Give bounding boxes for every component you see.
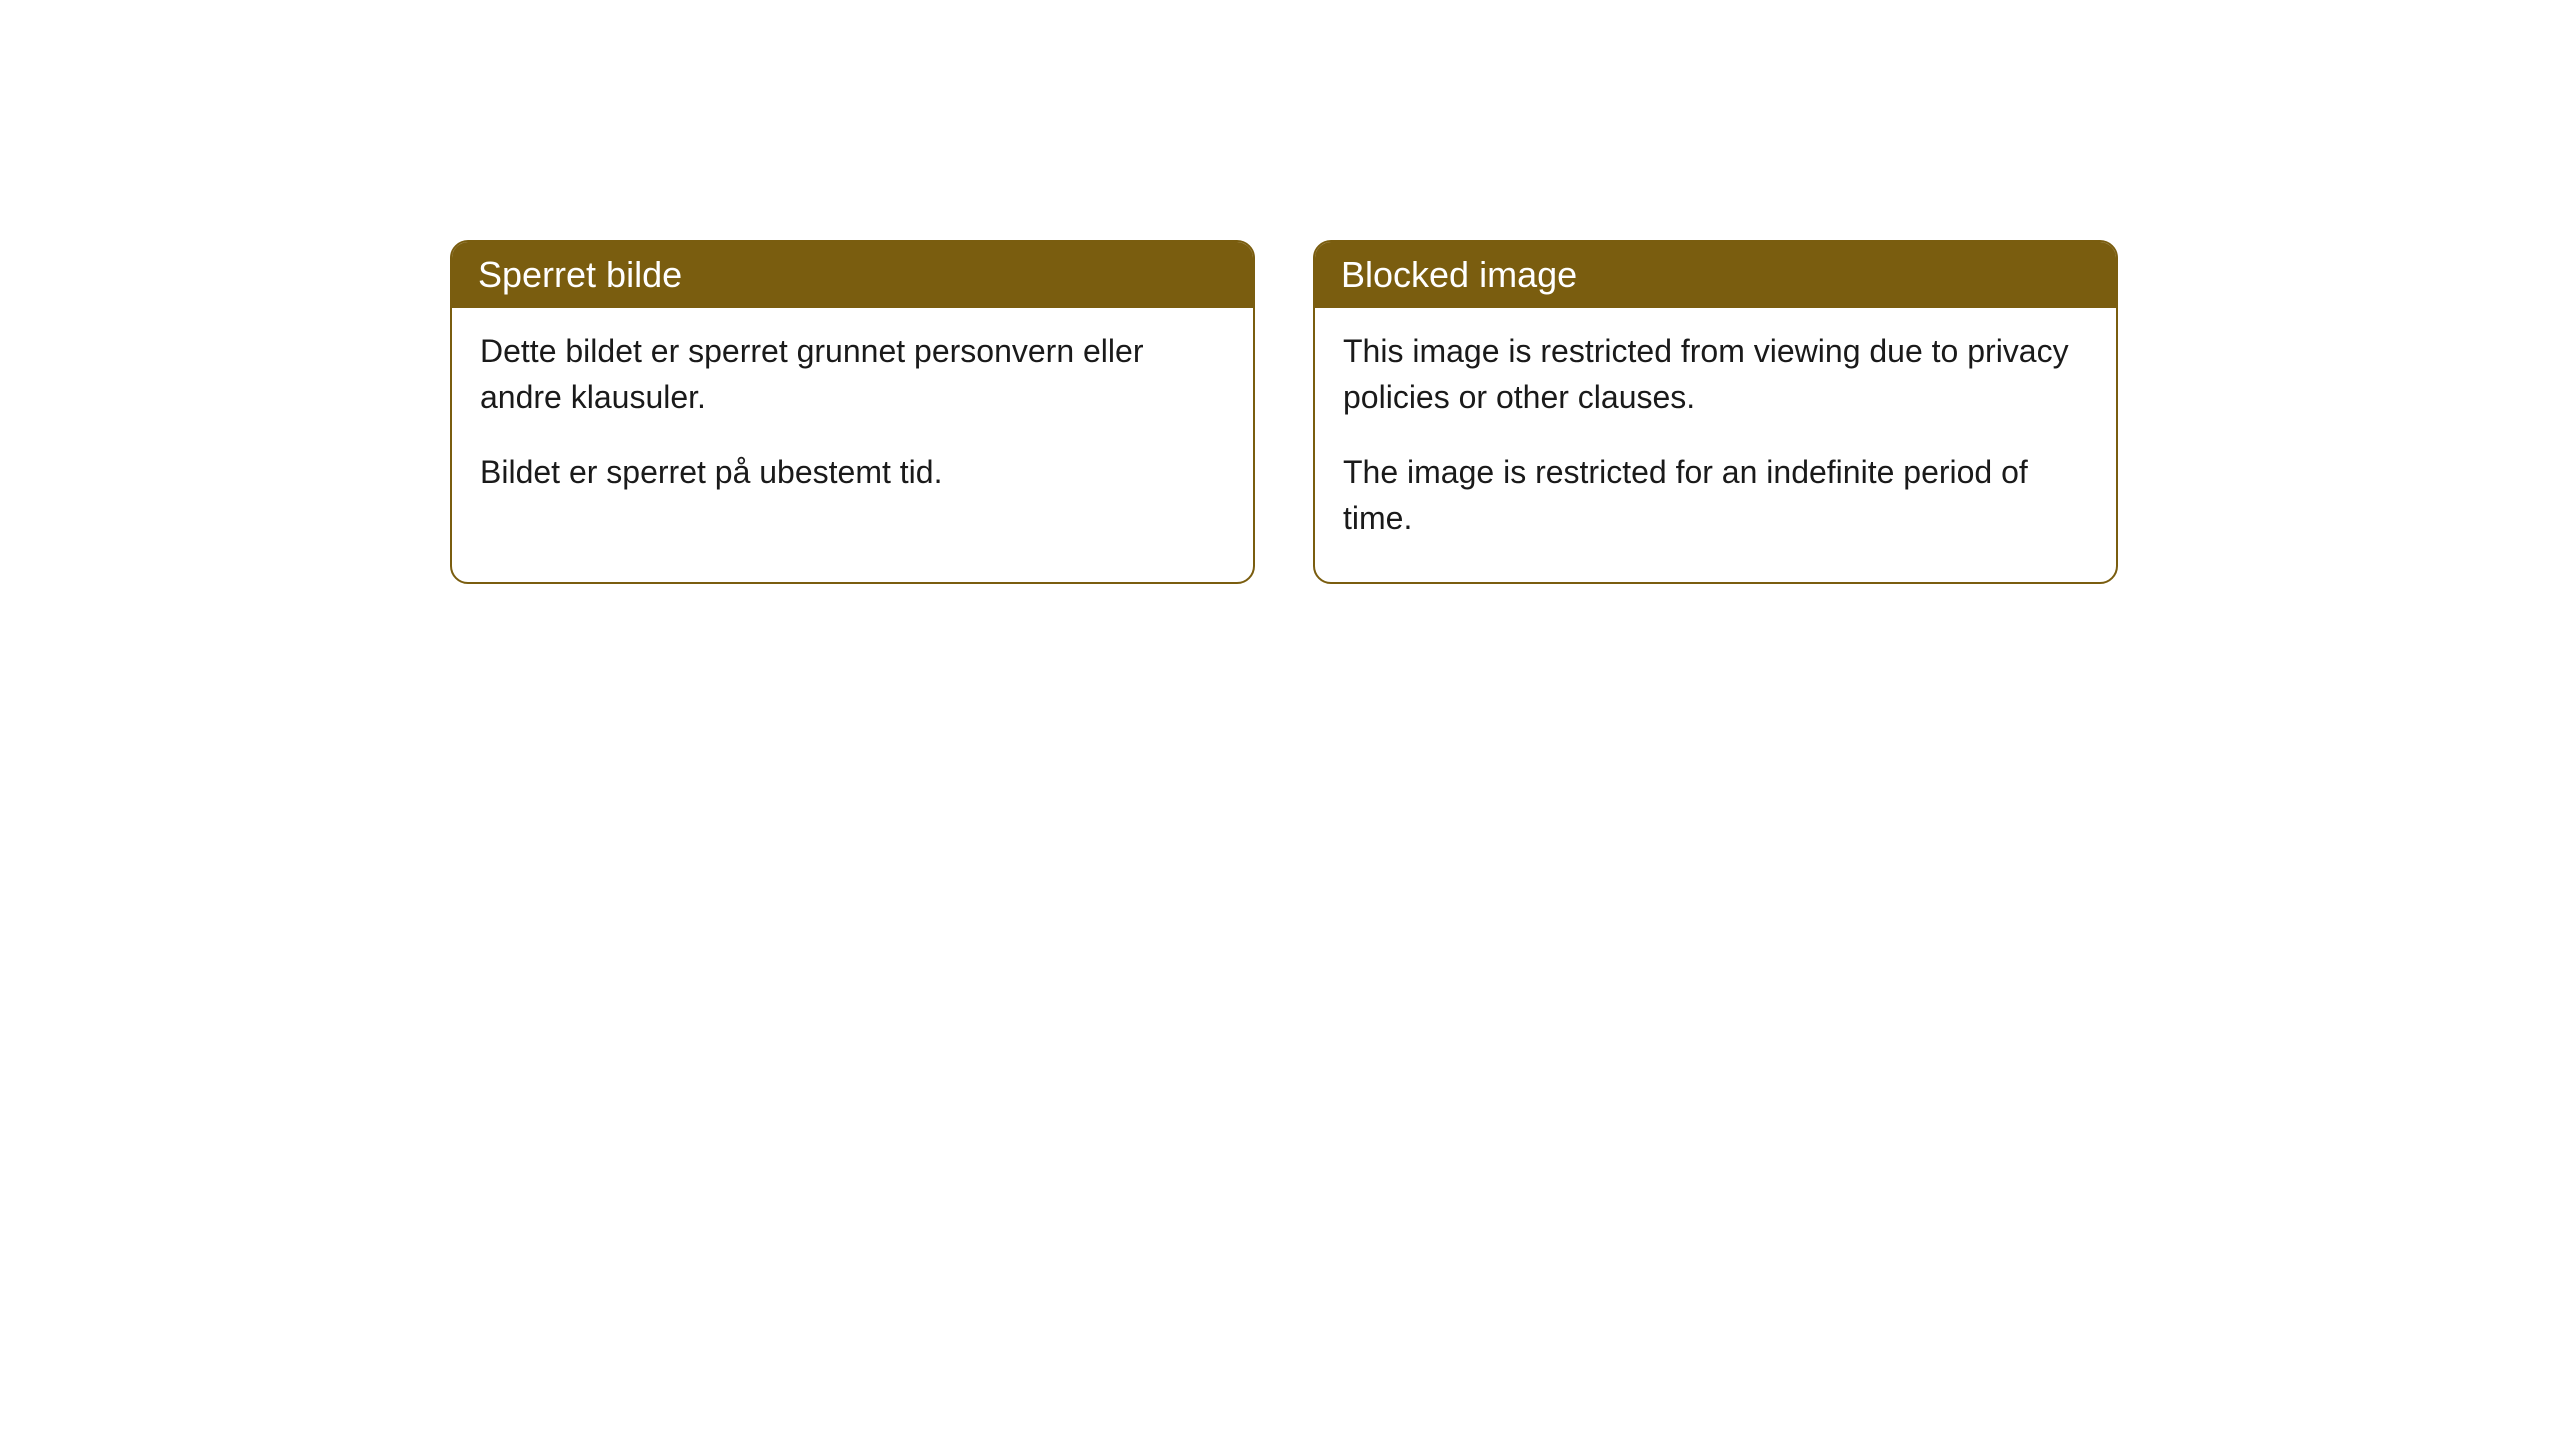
card-paragraph: Dette bildet er sperret grunnet personve… xyxy=(480,328,1225,421)
card-title: Blocked image xyxy=(1341,254,1577,295)
blocked-image-card-en: Blocked image This image is restricted f… xyxy=(1313,240,2118,584)
notice-cards-container: Sperret bilde Dette bildet er sperret gr… xyxy=(450,240,2560,584)
card-paragraph: This image is restricted from viewing du… xyxy=(1343,328,2088,421)
card-header: Blocked image xyxy=(1315,242,2116,308)
card-header: Sperret bilde xyxy=(452,242,1253,308)
card-paragraph: Bildet er sperret på ubestemt tid. xyxy=(480,449,1225,495)
card-title: Sperret bilde xyxy=(478,254,682,295)
blocked-image-card-no: Sperret bilde Dette bildet er sperret gr… xyxy=(450,240,1255,584)
card-paragraph: The image is restricted for an indefinit… xyxy=(1343,449,2088,542)
card-body: This image is restricted from viewing du… xyxy=(1315,308,2116,582)
card-body: Dette bildet er sperret grunnet personve… xyxy=(452,308,1253,535)
